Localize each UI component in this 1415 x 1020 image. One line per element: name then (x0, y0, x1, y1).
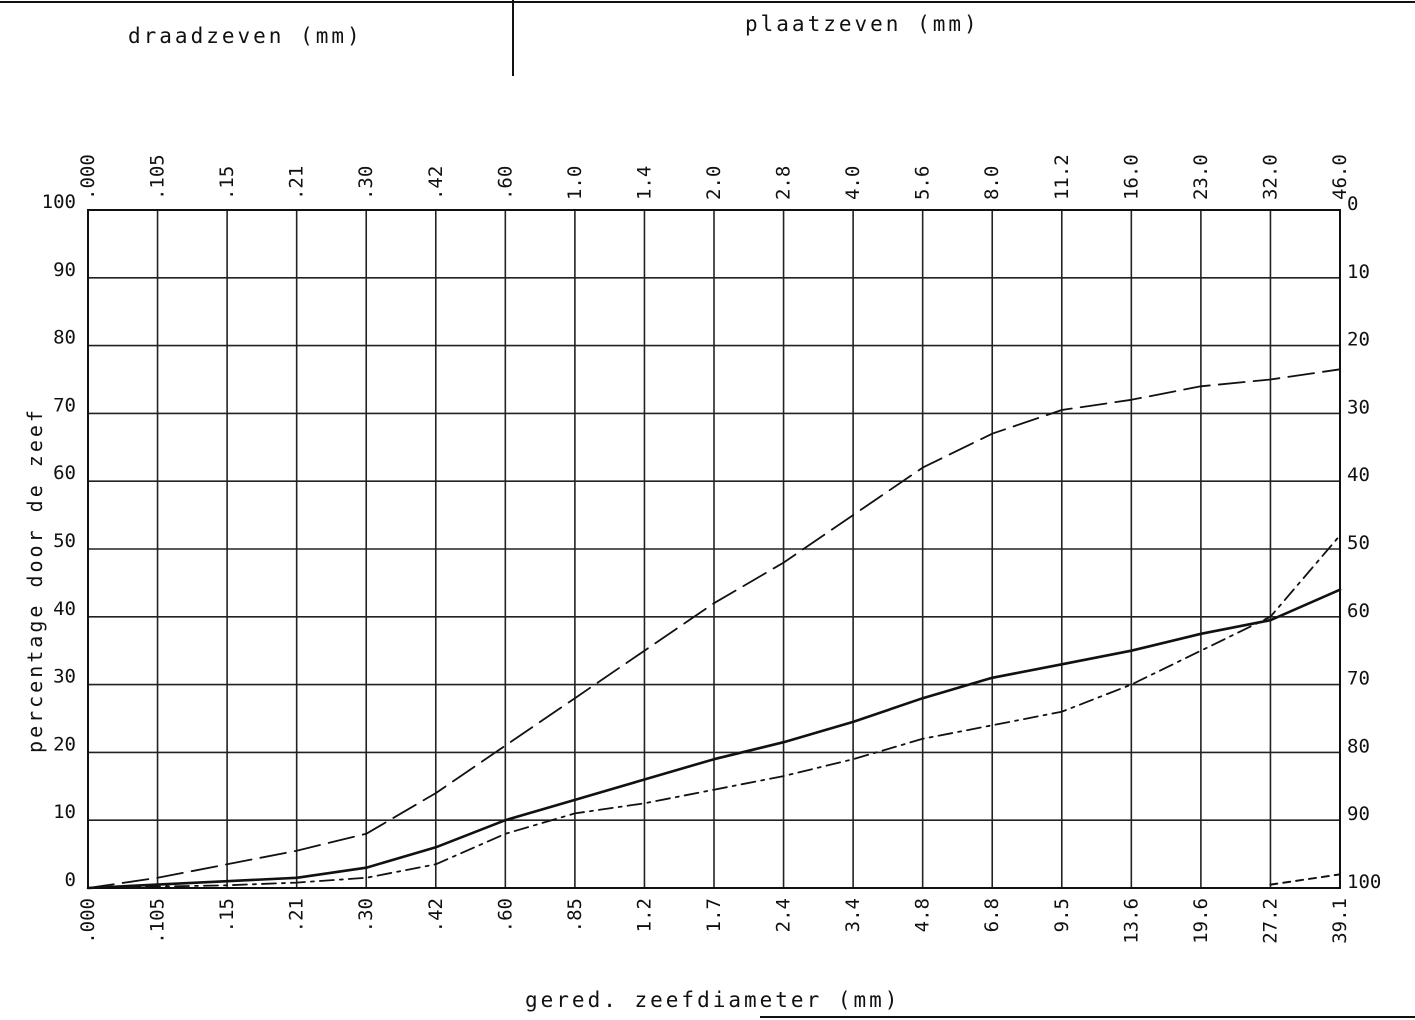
y-right-tick-label: 70 (1347, 668, 1370, 690)
header-plaatzeven: plaatzeven (mm) (745, 12, 980, 36)
y-left-tick-labels: 0 10 20 30 40 50 60 70 80 90 100 (42, 191, 76, 891)
y-left-tick-label: 40 (53, 598, 76, 620)
x-bottom-tick-labels: .000 .105 .15 .21 .30 .42 .60 .85 1.2 1.7 2.4 3.4 4.… (77, 898, 1351, 944)
x-top-tick-labels: .000 .105 .15 .21 .30 .42 .60 1.0 1.4 2.0 2.8 4.0 5.… (77, 154, 1351, 200)
x-top-tick-label: 23.0 (1190, 154, 1212, 200)
y-left-tick-label: 20 (53, 733, 76, 755)
series-line-long-dash (87, 368, 1341, 889)
x-bottom-tick-label: .000 (77, 898, 99, 944)
series-line-short-dash (1269, 873, 1341, 886)
y-right-tick-label: 10 (1347, 261, 1370, 283)
x-bottom-tick-label: 1.2 (633, 898, 655, 932)
y-right-tick-label: 20 (1347, 329, 1370, 351)
x-top-tick-label: .42 (425, 166, 447, 200)
y-right-tick-label: 90 (1347, 803, 1370, 825)
header-draadzeven: draadzeven (mm) (128, 24, 363, 48)
y-right-tick-label: 100 (1347, 871, 1381, 893)
x-bottom-tick-label: 13.6 (1120, 898, 1142, 944)
x-bottom-tick-label: 19.6 (1190, 898, 1212, 944)
x-top-tick-label: 46.0 (1329, 154, 1351, 200)
y-left-tick-label: 50 (53, 530, 76, 552)
x-bottom-tick-label: .105 (147, 898, 169, 944)
x-top-tick-label: 2.0 (703, 166, 725, 200)
y-left-tick-label: 70 (53, 394, 76, 416)
y-left-tick-label: 80 (53, 327, 76, 349)
x-bottom-tick-label: .42 (425, 898, 447, 932)
series-layer (86, 368, 1342, 890)
y-left-tick-label: 100 (42, 191, 76, 213)
x-bottom-tick-label: 4.8 (912, 898, 934, 932)
y-left-tick-label: 90 (53, 259, 76, 281)
x-top-tick-label: .30 (355, 166, 377, 200)
y-axis-label: percentage door de zeef (23, 407, 47, 753)
x-bottom-tick-label: 27.2 (1259, 898, 1281, 944)
x-top-tick-label: 16.0 (1120, 154, 1142, 200)
x-bottom-tick-label: 39.1 (1329, 898, 1351, 944)
x-top-tick-label: 1.4 (633, 166, 655, 200)
grid-horizontal (88, 276, 1340, 822)
x-bottom-tick-label: .21 (286, 898, 308, 932)
x-bottom-tick-label: .15 (216, 898, 238, 932)
x-top-tick-label: 11.2 (1051, 154, 1073, 200)
x-top-tick-label: 2.8 (773, 166, 795, 200)
x-bottom-tick-label: 2.4 (773, 898, 795, 932)
x-top-tick-label: 8.0 (981, 166, 1003, 200)
x-top-tick-label: .000 (77, 154, 99, 200)
y-right-tick-label: 30 (1347, 396, 1370, 418)
y-right-tick-label: 0 (1347, 193, 1358, 215)
series-line-dash-dot (87, 534, 1341, 889)
y-right-tick-labels: 0 10 20 30 40 50 60 70 80 90 100 (1347, 193, 1381, 893)
x-bottom-tick-label: 9.5 (1051, 898, 1073, 932)
x-bottom-tick-label: 1.7 (703, 898, 725, 932)
x-bottom-tick-label: 3.4 (842, 898, 864, 932)
y-right-tick-label: 40 (1347, 464, 1370, 486)
x-axis-label: gered. zeefdiameter (mm) (525, 988, 901, 1012)
x-top-tick-label: 32.0 (1259, 154, 1281, 200)
x-bottom-tick-label: .30 (355, 898, 377, 932)
x-bottom-tick-label: .85 (564, 898, 586, 932)
x-bottom-tick-label: .60 (494, 898, 516, 932)
y-right-tick-label: 80 (1347, 735, 1370, 757)
x-top-tick-label: 5.6 (912, 166, 934, 200)
plot-frame (87, 209, 1341, 889)
x-top-tick-label: 1.0 (564, 166, 586, 200)
y-left-tick-label: 60 (53, 462, 76, 484)
x-bottom-tick-label: 6.8 (981, 898, 1003, 932)
y-left-tick-label: 0 (65, 869, 76, 891)
series-line-solid (86, 588, 1342, 890)
y-left-tick-label: 30 (53, 666, 76, 688)
x-top-tick-label: .21 (286, 166, 308, 200)
y-right-tick-label: 50 (1347, 532, 1370, 554)
x-top-tick-label: .60 (494, 166, 516, 200)
x-top-tick-label: .15 (216, 166, 238, 200)
x-top-tick-label: 4.0 (842, 166, 864, 200)
x-top-tick-label: .105 (147, 154, 169, 200)
y-right-tick-label: 60 (1347, 600, 1370, 622)
y-left-tick-label: 10 (53, 801, 76, 823)
